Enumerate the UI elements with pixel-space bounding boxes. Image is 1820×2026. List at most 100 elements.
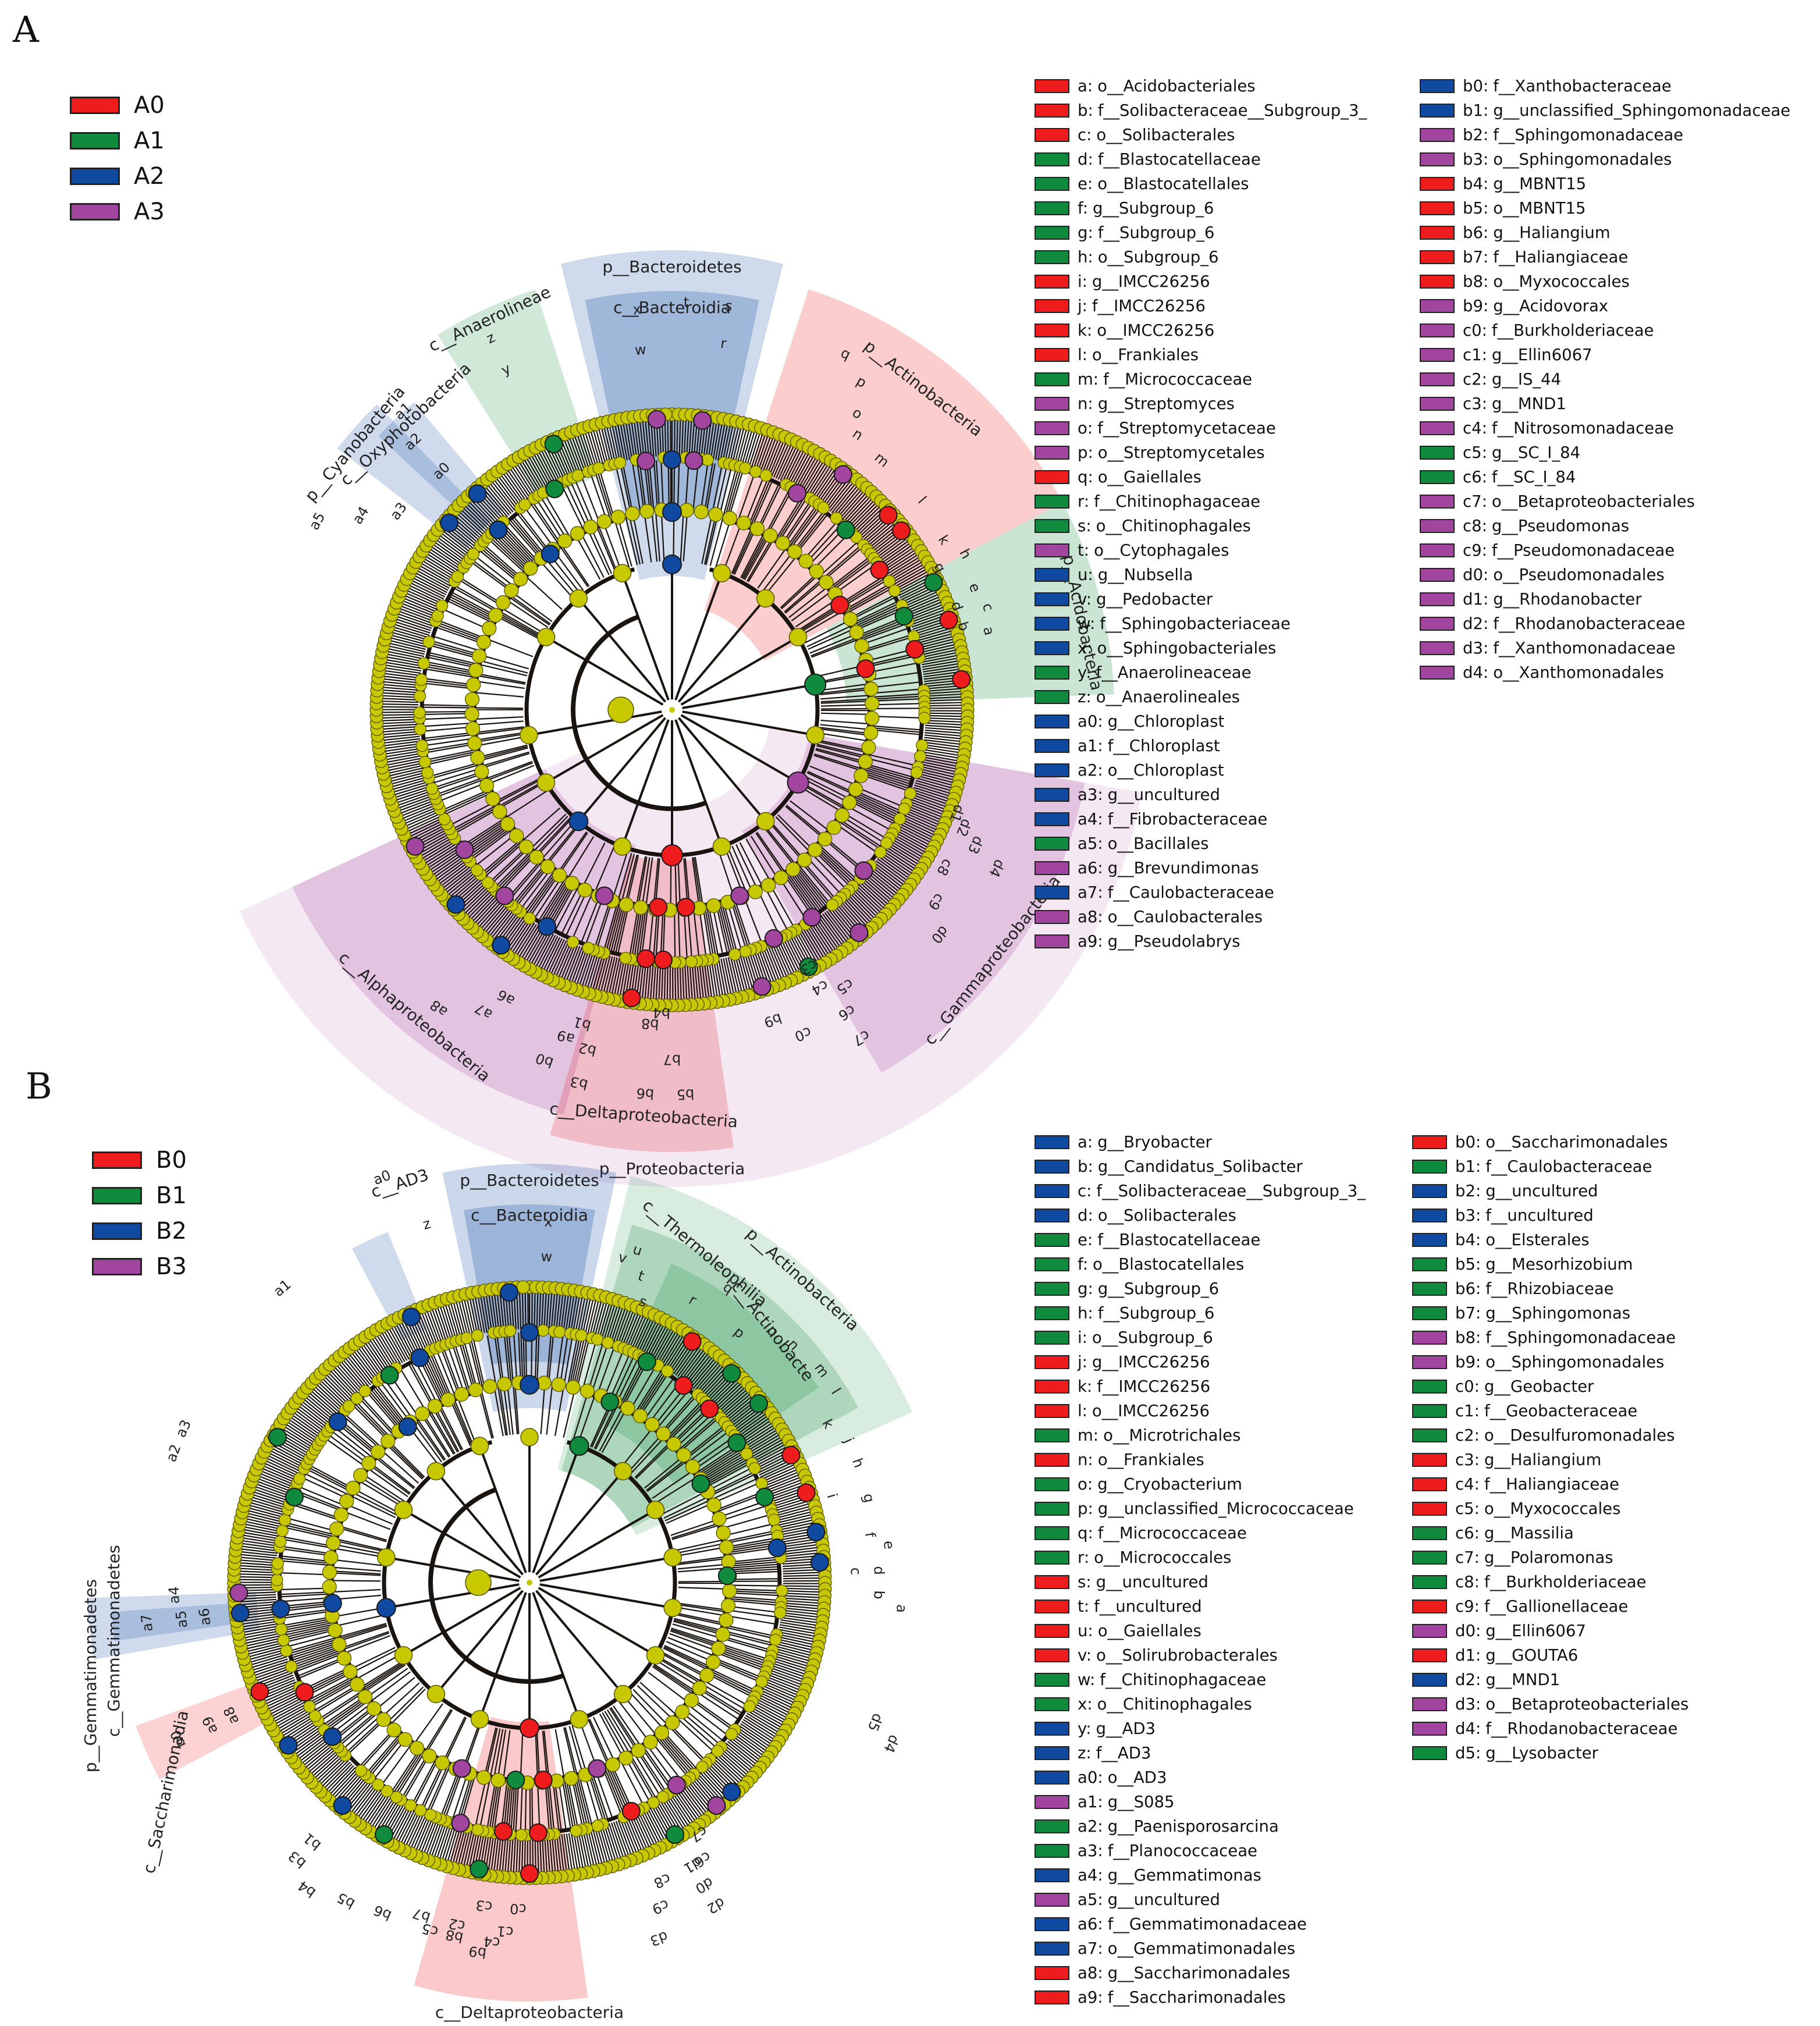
- family-node: [755, 1675, 768, 1688]
- order-node: [482, 1379, 497, 1394]
- family-node: [913, 750, 927, 763]
- taxon-name: f__Sphingobacteriaceae: [1100, 614, 1291, 633]
- family-node: [602, 1336, 614, 1349]
- taxon-code: b9:: [1463, 297, 1489, 315]
- taxon-name: g__Pseudolabrys: [1107, 932, 1240, 951]
- taxon-name: f__Gallionellaceae: [1484, 1597, 1629, 1616]
- taxon-code: a0:: [1078, 1768, 1103, 1787]
- branch-spoke: [682, 710, 816, 737]
- taxon-color-swatch: [1412, 1477, 1447, 1491]
- biomarker-node: [764, 929, 783, 948]
- taxon-legend-row: a: g__Bryobacter: [1035, 1130, 1366, 1154]
- taxon-code: w:: [1078, 614, 1096, 633]
- taxon-code: l:: [1078, 1402, 1087, 1420]
- taxon-name: g__Geobacter: [1484, 1377, 1594, 1396]
- tip-label: b7: [663, 1051, 681, 1068]
- family-node: [467, 548, 480, 560]
- taxon-legend-row: e: o__Blastocatellales: [1035, 172, 1367, 196]
- order-node: [472, 648, 487, 664]
- taxon-code: b5:: [1463, 199, 1489, 218]
- tip-label: d2: [704, 1894, 727, 1917]
- tip-label: a: [980, 625, 998, 637]
- class-node: [570, 1710, 589, 1729]
- taxon-code: n:: [1078, 1451, 1093, 1469]
- biomarker-node: [376, 1598, 396, 1618]
- order-node: [863, 681, 879, 696]
- branch-arc: [428, 1487, 564, 1684]
- taxon-color-swatch: [1412, 1233, 1447, 1247]
- taxon-legend-row: a2: g__Paenisporosarcina: [1035, 1814, 1366, 1839]
- order-node: [324, 1550, 339, 1565]
- taxon-legend-row: d: f__Blastocatellaceae: [1035, 147, 1367, 172]
- taxon-legend-row: b7: g__Sphingomonas: [1412, 1301, 1689, 1325]
- biomarker-node: [924, 573, 943, 592]
- tip-label: a2: [163, 1442, 184, 1464]
- family-node: [438, 813, 451, 826]
- order-node: [826, 820, 841, 835]
- family-node: [575, 1329, 588, 1342]
- group-legend-item: A0: [70, 87, 165, 123]
- taxon-name: o__Solibacterales: [1097, 1206, 1236, 1225]
- biomarker-node: [752, 977, 772, 996]
- taxon-legend-row: y: f__Anaerolineaceae: [1035, 660, 1367, 685]
- taxon-code: i:: [1078, 272, 1087, 291]
- taxon-color-swatch: [1420, 79, 1455, 93]
- taxon-code: c5:: [1455, 1499, 1480, 1518]
- family-node: [776, 1584, 788, 1597]
- order-node: [551, 1377, 566, 1392]
- taxon-code: d1:: [1463, 590, 1489, 609]
- family-node: [280, 1644, 293, 1657]
- branch-spoke: [680, 636, 799, 706]
- taxon-color-swatch: [1420, 470, 1455, 484]
- taxon-legend-row: c5: o__Myxococcales: [1412, 1497, 1689, 1521]
- branch-spoke: [478, 1592, 527, 1720]
- taxon-name: g__Cryobacterium: [1097, 1475, 1242, 1494]
- family-node: [277, 1634, 290, 1647]
- class-node: [426, 1684, 446, 1704]
- biomarker-node: [446, 895, 465, 914]
- order-node: [468, 1382, 484, 1398]
- tip-label: a3: [172, 1417, 194, 1440]
- branch-arc: [571, 614, 707, 811]
- biomarker-node: [520, 1718, 539, 1738]
- family-node: [743, 1700, 756, 1713]
- clade-highlight: [585, 290, 759, 517]
- taxon-legend-row: r: f__Chitinophagaceae: [1035, 489, 1367, 514]
- order-node: [329, 1521, 344, 1537]
- taxon-code: a6:: [1078, 1915, 1103, 1933]
- taxon-code: f:: [1078, 199, 1088, 218]
- taxon-color-swatch: [1420, 348, 1455, 362]
- group-legend-item: B0: [92, 1142, 187, 1178]
- taxon-code: g:: [1078, 1279, 1093, 1298]
- biomarker-node: [520, 1375, 539, 1395]
- order-node: [409, 1740, 425, 1756]
- clade-label: c__Gemmatimonadetes: [104, 1545, 123, 1737]
- tip-label: w: [634, 342, 647, 359]
- order-node: [620, 1401, 635, 1416]
- taxon-legend-row: m: f__Micrococcaceae: [1035, 367, 1367, 392]
- taxon-legend-row: c8: f__Burkholderiaceae: [1412, 1570, 1689, 1594]
- biomarker-node: [674, 1376, 693, 1395]
- tree-nodes: [369, 407, 975, 1012]
- taxon-legend-row: z: f__AD3: [1035, 1741, 1366, 1765]
- family-node: [774, 1606, 787, 1619]
- tip-label: r: [720, 335, 728, 352]
- order-node: [440, 1392, 456, 1407]
- taxon-color-swatch: [1035, 812, 1069, 826]
- taxon-name: g__Massilia: [1484, 1524, 1574, 1542]
- biomarker-node: [788, 484, 806, 503]
- taxon-color-swatch: [1412, 1526, 1447, 1540]
- biomarker-node: [722, 1364, 741, 1383]
- class-node: [613, 1684, 632, 1704]
- order-node: [492, 804, 507, 819]
- biomarker-node: [492, 936, 511, 955]
- class-node: [646, 1501, 665, 1519]
- taxon-color-swatch: [1035, 152, 1069, 166]
- taxon-color-swatch: [1420, 324, 1455, 337]
- biomarker-node: [622, 989, 641, 1008]
- taxon-legend-row: d5: g__Lysobacter: [1412, 1741, 1689, 1765]
- family-node: [874, 846, 887, 859]
- tip-label: c4: [482, 1933, 500, 1951]
- biomarker-node: [545, 479, 564, 499]
- taxon-code: d0:: [1463, 566, 1489, 584]
